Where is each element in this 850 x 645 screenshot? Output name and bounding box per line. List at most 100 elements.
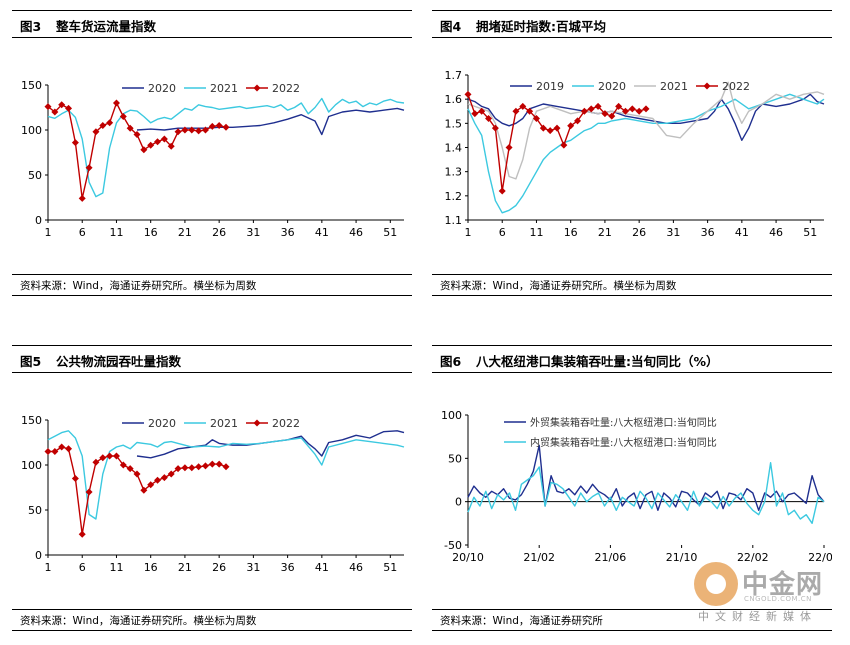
legend-label: 2021 bbox=[210, 82, 238, 95]
series-line-内贸集装箱吞吐量:八大枢纽港口:当旬同比 bbox=[467, 461, 825, 525]
figure-number: 图6 bbox=[440, 354, 462, 369]
x-tick-label: 26 bbox=[632, 226, 646, 239]
y-tick-label: -50 bbox=[444, 539, 462, 552]
x-tick-label: 21 bbox=[178, 561, 192, 574]
x-tick-label: 1 bbox=[465, 226, 472, 239]
data-point-marker bbox=[167, 470, 175, 478]
source-text: 资料来源：Wind，海通证券研究所。横坐标为周数 bbox=[440, 280, 677, 292]
data-point-marker bbox=[587, 105, 595, 113]
y-tick-label: 0 bbox=[455, 496, 462, 509]
data-point-marker bbox=[106, 119, 114, 127]
x-tick-label: 21 bbox=[178, 226, 192, 239]
data-point-marker bbox=[58, 101, 66, 109]
data-point-marker bbox=[85, 164, 93, 172]
y-tick-label: 50 bbox=[448, 452, 462, 465]
data-point-marker bbox=[78, 194, 86, 202]
y-tick-label: 150 bbox=[21, 414, 42, 427]
data-point-marker bbox=[222, 463, 230, 471]
data-point-marker bbox=[65, 445, 73, 453]
line-chart-congestion: 1.11.21.31.41.51.61.71 6 11 16 21 26 31 36 41 46 5… bbox=[445, 69, 825, 239]
data-point-marker bbox=[195, 463, 203, 471]
series-line-2021 bbox=[47, 430, 405, 520]
legend-label: 2022 bbox=[272, 82, 300, 95]
data-point-marker bbox=[201, 462, 209, 470]
x-tick-label: 22/02 bbox=[737, 551, 769, 564]
series-line-2020 bbox=[467, 93, 825, 214]
y-tick-label: 1.7 bbox=[445, 69, 463, 82]
legend-label: 2020 bbox=[598, 80, 626, 93]
x-tick-label: 16 bbox=[144, 226, 158, 239]
data-point-marker bbox=[512, 107, 520, 115]
panel-header: 图6 八大枢纽港口集装箱吞吐量:当旬同比（%） bbox=[432, 345, 832, 373]
data-point-marker bbox=[188, 126, 196, 134]
panel-freight-index: 图3 整车货运流量指数 0 50 100 150 1 6 11 16 21 26 31 36 41 46 5… bbox=[12, 10, 422, 310]
x-tick-label: 16 bbox=[564, 226, 578, 239]
x-tick-label: 6 bbox=[79, 561, 86, 574]
data-point-marker bbox=[106, 452, 114, 460]
data-point-marker bbox=[181, 126, 189, 134]
watermark-logo: 中金网 CNGOLD.COM.CN 中文财经新媒体 bbox=[694, 562, 844, 626]
data-point-marker bbox=[119, 113, 127, 120]
data-point-marker bbox=[580, 107, 588, 115]
x-tick-label: 31 bbox=[666, 226, 680, 239]
data-point-marker bbox=[174, 465, 182, 473]
data-point-marker bbox=[642, 105, 650, 113]
legend-label: 2021 bbox=[660, 80, 688, 93]
watermark-url: CNGOLD.COM.CN bbox=[744, 595, 812, 603]
x-tick-label: 36 bbox=[281, 561, 295, 574]
data-point-marker bbox=[498, 187, 506, 195]
data-point-marker bbox=[174, 128, 182, 136]
data-point-marker bbox=[608, 112, 616, 120]
data-point-marker bbox=[485, 115, 493, 122]
legend-label: 2022 bbox=[272, 417, 300, 430]
data-point-marker bbox=[546, 127, 554, 135]
data-point-marker bbox=[51, 448, 59, 455]
data-point-marker bbox=[154, 138, 162, 146]
x-tick-label: 6 bbox=[79, 226, 86, 239]
data-point-marker bbox=[92, 128, 100, 136]
data-point-marker bbox=[464, 90, 472, 98]
legend-label: 内贸集装箱吞吐量:八大枢纽港口:当旬同比 bbox=[530, 436, 717, 449]
y-tick-label: 1.6 bbox=[445, 93, 463, 106]
panel-header: 图5 公共物流园吞吐量指数 bbox=[12, 345, 412, 373]
y-tick-label: 100 bbox=[441, 409, 462, 422]
data-point-marker bbox=[112, 99, 120, 107]
x-tick-label: 21 bbox=[598, 226, 612, 239]
data-point-marker bbox=[635, 107, 643, 115]
legend-label: 外贸集装箱吞吐量:八大枢纽港口:当旬同比 bbox=[530, 416, 717, 429]
data-point-marker bbox=[126, 465, 134, 473]
data-point-marker bbox=[574, 117, 582, 125]
data-point-marker bbox=[160, 135, 168, 143]
data-point-marker bbox=[147, 141, 155, 149]
legend-marker bbox=[253, 84, 261, 92]
x-tick-label: 26 bbox=[212, 561, 226, 574]
source-note: 资料来源：Wind，海通证券研究所。横坐标为周数 bbox=[432, 274, 832, 296]
figure-title: 整车货运流量指数 bbox=[56, 19, 157, 34]
y-tick-label: 1.3 bbox=[445, 166, 463, 179]
x-tick-label: 26 bbox=[212, 226, 226, 239]
data-point-marker bbox=[167, 142, 175, 150]
data-point-marker bbox=[119, 461, 127, 469]
data-point-marker bbox=[99, 122, 107, 129]
source-text: 资料来源：Wind，海通证券研究所。横坐标为周数 bbox=[20, 615, 257, 627]
data-point-marker bbox=[505, 144, 513, 151]
x-tick-label: 51 bbox=[383, 561, 397, 574]
data-point-marker bbox=[594, 102, 602, 110]
legend-label: 2022 bbox=[722, 80, 750, 93]
data-point-marker bbox=[140, 146, 148, 154]
y-tick-label: 1.5 bbox=[445, 117, 463, 130]
data-point-marker bbox=[85, 488, 93, 496]
series-line-2021 bbox=[467, 81, 825, 180]
y-tick-label: 0 bbox=[35, 214, 42, 227]
data-point-marker bbox=[532, 115, 540, 122]
series-line-2021 bbox=[47, 97, 405, 198]
x-tick-label: 41 bbox=[735, 226, 749, 239]
figure-number: 图3 bbox=[20, 19, 42, 34]
data-point-marker bbox=[519, 102, 527, 110]
data-point-marker bbox=[160, 474, 168, 482]
x-tick-label: 21/02 bbox=[523, 551, 555, 564]
data-point-marker bbox=[78, 530, 86, 538]
watermark-name: 中金网 bbox=[742, 570, 824, 600]
